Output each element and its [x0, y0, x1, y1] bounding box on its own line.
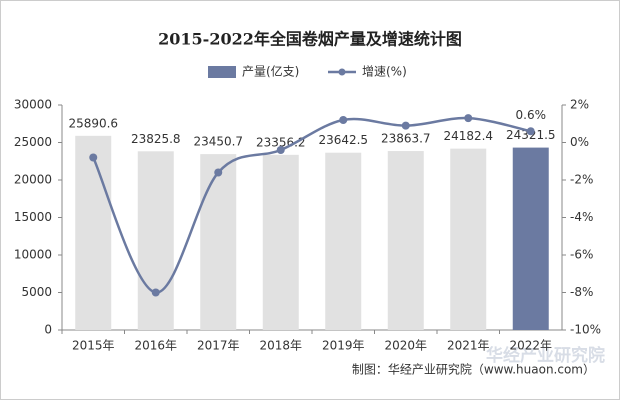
y2-tick-label: -2% [570, 173, 593, 187]
source-note: 制图：华经产业研究院（www.huaon.com） [352, 362, 595, 377]
growth-point [151, 288, 160, 297]
x-tick-label: 2018年 [259, 339, 302, 353]
x-tick-label: 2016年 [134, 339, 177, 353]
x-tick-label: 2019年 [322, 339, 365, 353]
y2-tick-label: -6% [570, 248, 593, 262]
watermark: 华经产业研究院 [486, 345, 605, 366]
y2-tick-label: -4% [570, 210, 593, 224]
bar-value-label: 23863.7 [381, 132, 431, 146]
bar-value-label: 24182.4 [443, 129, 493, 143]
x-tick-label: 2015年 [72, 339, 115, 353]
x-tick-label: 2021年 [447, 339, 490, 353]
line-value-label: 0.6% [516, 108, 547, 122]
growth-point [214, 168, 223, 177]
y-tick-label: 15000 [14, 210, 52, 224]
bar [75, 135, 112, 330]
growth-point [526, 127, 535, 136]
y2-tick-label: -8% [570, 285, 593, 299]
bar-value-label: 23450.7 [193, 135, 243, 149]
chart-title: 2015-2022年全国卷烟产量及增速统计图 [158, 30, 462, 49]
bar [200, 154, 237, 330]
y-tick-label: 5000 [21, 285, 52, 299]
y-tick-label: 0 [44, 323, 52, 337]
y-tick-label: 25000 [14, 135, 52, 149]
bar [262, 154, 299, 330]
legend-swatch [208, 66, 236, 78]
bar [137, 151, 174, 330]
bar [325, 152, 362, 330]
growth-point [401, 121, 410, 130]
x-tick-label: 2020年 [384, 339, 427, 353]
legend-label: 增速(%) [362, 65, 407, 79]
legend-swatch [338, 68, 346, 76]
x-tick-label: 2017年 [197, 339, 240, 353]
bar-value-label: 23825.8 [131, 132, 181, 146]
growth-point [276, 146, 285, 154]
x-tick-label: 2022年 [509, 339, 552, 353]
growth-point [464, 114, 473, 123]
bar [512, 147, 549, 330]
y2-tick-label: 0% [570, 135, 589, 149]
bar [387, 151, 424, 330]
growth-point [339, 116, 348, 124]
bar-value-label: 23356.2 [256, 135, 306, 149]
y2-tick-label: -10% [570, 323, 601, 337]
y2-tick-label: 2% [570, 98, 589, 112]
bar-value-label: 25890.6 [68, 116, 118, 130]
y-tick-label: 20000 [14, 173, 52, 187]
y-tick-label: 10000 [14, 248, 52, 262]
legend-label: 产量(亿支) [242, 64, 299, 79]
bar [450, 148, 487, 330]
growth-point [89, 153, 98, 162]
bar-value-label: 23642.5 [318, 133, 368, 147]
y-tick-label: 30000 [14, 98, 52, 112]
